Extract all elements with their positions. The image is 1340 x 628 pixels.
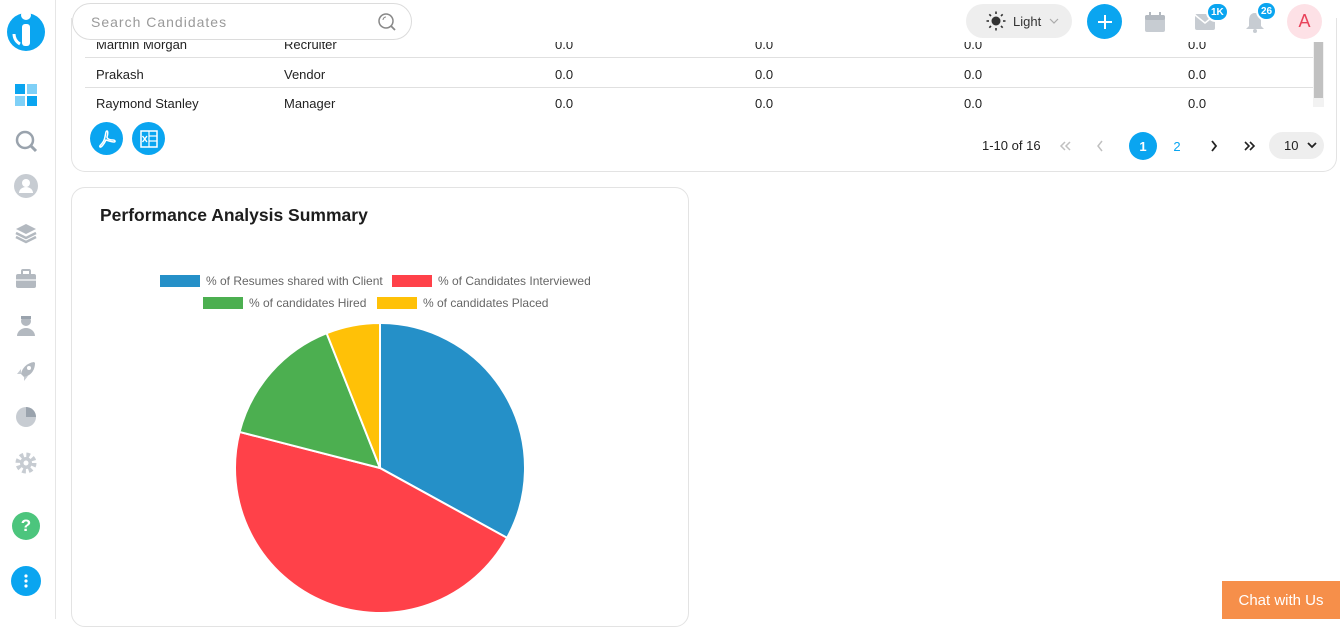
table-row[interactable]: Prakash Vendor 0.0 0.0 0.0 0.0 xyxy=(85,59,1315,88)
chevron-right-icon xyxy=(1211,140,1218,152)
legend-swatch xyxy=(203,297,243,309)
double-chevron-left-icon xyxy=(1059,141,1071,151)
cell-role: Recruiter xyxy=(284,42,337,52)
legend-label: % of candidates Hired xyxy=(249,296,367,310)
mail-badge-count: 1K xyxy=(1211,6,1224,18)
legend-label: % of Candidates Interviewed xyxy=(438,274,591,288)
cell-value: 0.0 xyxy=(555,42,574,52)
search-icon[interactable] xyxy=(377,12,397,37)
rocket-icon[interactable] xyxy=(13,358,39,384)
help-button[interactable]: ? xyxy=(12,512,40,540)
avatar[interactable]: A xyxy=(1287,4,1322,39)
cell-value: 0.0 xyxy=(555,67,574,82)
rows-per-page-value: 10 xyxy=(1284,138,1299,153)
legend-swatch xyxy=(392,275,432,287)
sidebar: ? xyxy=(0,0,56,619)
more-vertical-icon xyxy=(24,574,28,588)
add-button[interactable] xyxy=(1087,4,1122,39)
performance-pie-chart[interactable] xyxy=(72,188,690,628)
table-row[interactable]: Raymond Stanley Manager 0.0 0.0 0.0 0.0 xyxy=(85,88,1315,117)
chevron-down-icon xyxy=(1307,142,1318,149)
last-page-button[interactable] xyxy=(1236,132,1264,160)
app-logo[interactable] xyxy=(6,4,48,52)
cell-value: 0.0 xyxy=(964,42,983,52)
double-chevron-right-icon xyxy=(1244,141,1256,151)
first-page-button[interactable] xyxy=(1051,132,1079,160)
legend-swatch xyxy=(160,275,200,287)
excel-icon xyxy=(139,129,158,148)
pie-slice[interactable] xyxy=(238,331,382,470)
page-1-button[interactable]: 1 xyxy=(1129,132,1157,160)
cell-name: Marthin Morgan xyxy=(96,42,188,52)
table-scrollbar-thumb[interactable] xyxy=(1314,42,1323,98)
cell-value: 0.0 xyxy=(1188,67,1207,82)
settings-icon[interactable] xyxy=(13,450,39,476)
user-icon[interactable] xyxy=(13,173,39,199)
cell-value: 0.0 xyxy=(1188,42,1207,52)
report-table[interactable]: Marthin Morgan Recruiter 0.0 0.0 0.0 0.0… xyxy=(85,42,1315,126)
export-pdf-button[interactable] xyxy=(90,122,123,155)
pie-slice[interactable] xyxy=(234,430,509,614)
prev-page-button[interactable] xyxy=(1086,132,1114,160)
legend-item[interactable]: % of Candidates Interviewed xyxy=(392,274,591,288)
theme-label: Light xyxy=(1013,13,1042,29)
cell-name: Prakash xyxy=(96,67,144,82)
cell-value: 0.0 xyxy=(964,96,983,111)
page-number: 2 xyxy=(1173,138,1181,154)
briefcase-icon[interactable] xyxy=(13,266,39,292)
legend-item[interactable]: % of Resumes shared with Client xyxy=(160,274,383,288)
avatar-letter: A xyxy=(1298,11,1311,31)
dashboard-icon[interactable] xyxy=(13,82,39,108)
cell-value: 0.0 xyxy=(755,96,774,111)
performance-title: Performance Analysis Summary xyxy=(100,205,368,225)
calendar-icon[interactable] xyxy=(1143,10,1167,34)
chevron-down-icon xyxy=(1049,18,1059,24)
more-options-button[interactable] xyxy=(11,566,41,596)
cell-role: Vendor xyxy=(284,67,326,82)
chat-with-us-button[interactable]: Chat with Us xyxy=(1222,581,1340,619)
theme-toggle[interactable]: Light xyxy=(966,4,1072,38)
layers-icon[interactable] xyxy=(13,220,39,246)
cell-value: 0.0 xyxy=(755,42,774,52)
mail-badge: 1K xyxy=(1206,2,1229,22)
pagination-range: 1-10 of 16 xyxy=(982,138,1041,153)
pie-slice[interactable] xyxy=(379,321,526,540)
notification-count: 26 xyxy=(1261,5,1273,17)
performance-card: Performance Analysis Summary % of Resume… xyxy=(71,187,689,627)
report-table-card: Marthin Morgan Recruiter 0.0 0.0 0.0 0.0… xyxy=(71,18,1337,172)
page-2-button[interactable]: 2 xyxy=(1163,132,1191,160)
recruiter-icon[interactable] xyxy=(13,312,39,338)
rows-per-page-select[interactable]: 10 xyxy=(1269,132,1324,159)
cell-value: 0.0 xyxy=(755,67,774,82)
cell-value: 0.0 xyxy=(1188,96,1207,111)
legend-label: % of Resumes shared with Client xyxy=(206,274,383,288)
page-number: 1 xyxy=(1139,138,1147,154)
legend-swatch xyxy=(377,297,417,309)
pie-slice[interactable] xyxy=(325,321,381,469)
search-bar xyxy=(72,3,412,40)
notification-badge: 26 xyxy=(1256,1,1278,21)
chat-label: Chat with Us xyxy=(1238,591,1324,609)
chevron-left-icon xyxy=(1097,140,1103,152)
legend-label: % of candidates Placed xyxy=(423,296,549,310)
cell-value: 0.0 xyxy=(964,67,983,82)
pdf-icon xyxy=(98,129,116,148)
legend-item[interactable]: % of candidates Hired xyxy=(203,296,366,310)
help-label: ? xyxy=(20,516,32,535)
plus-icon xyxy=(1097,14,1112,29)
search-input[interactable] xyxy=(91,12,371,32)
legend-item[interactable]: % of candidates Placed xyxy=(377,296,548,310)
cell-value: 0.0 xyxy=(555,96,574,111)
cell-name: Raymond Stanley xyxy=(96,96,199,111)
search-icon[interactable] xyxy=(13,128,39,154)
sun-icon xyxy=(986,11,1006,31)
table-row[interactable]: Marthin Morgan Recruiter 0.0 0.0 0.0 0.0 xyxy=(85,42,1315,58)
pie-chart-icon[interactable] xyxy=(13,404,39,430)
next-page-button[interactable] xyxy=(1200,132,1228,160)
cell-role: Manager xyxy=(284,96,336,111)
export-excel-button[interactable] xyxy=(132,122,165,155)
